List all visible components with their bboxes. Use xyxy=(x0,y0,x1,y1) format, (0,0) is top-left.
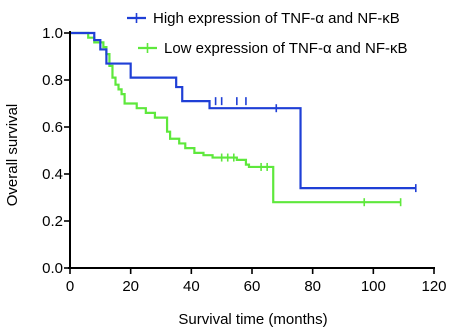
x-tick-label: 120 xyxy=(421,278,446,295)
survival-curve-low xyxy=(70,31,401,204)
legend-label-high: High expression of TNF-α and NF-κB xyxy=(153,10,400,27)
y-tick-label: 0.6 xyxy=(42,119,63,136)
y-tick-label: 1.0 xyxy=(42,25,63,42)
legend-label-low: Low expression of TNF-α and NF-κB xyxy=(164,40,407,57)
x-tick-label: 40 xyxy=(183,278,200,295)
y-tick-label: 0.2 xyxy=(42,213,63,230)
legend-entry-low: Low expression of TNF-α and NF-κB xyxy=(138,40,407,57)
legend-entry-high: High expression of TNF-α and NF-κB xyxy=(127,10,400,27)
x-tick-label: 100 xyxy=(361,278,386,295)
y-tick-label: 0.0 xyxy=(42,260,63,277)
x-tick-label: 20 xyxy=(122,278,139,295)
y-tick-label: 0.4 xyxy=(42,166,63,183)
x-tick-label: 0 xyxy=(66,278,74,295)
x-tick-label: 60 xyxy=(244,278,261,295)
x-tick-label: 80 xyxy=(304,278,321,295)
axes: 0 20 40 60 80 100 120 0.0 0.2 0.4 0.6 0.8 1.0 xyxy=(42,25,446,295)
legend: High expression of TNF-α and NF-κB Low e… xyxy=(127,10,407,57)
survival-curve-high xyxy=(70,31,416,190)
y-tick-label: 0.8 xyxy=(42,72,63,89)
x-axis-title: Survival time (months) xyxy=(178,311,327,328)
plot-lines xyxy=(70,31,417,207)
y-axis-title: Overall survival xyxy=(4,104,21,207)
